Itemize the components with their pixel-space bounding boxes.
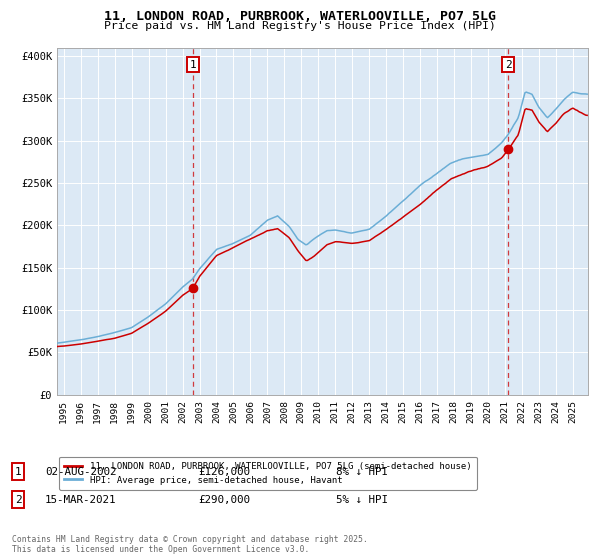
Text: £126,000: £126,000 bbox=[198, 466, 250, 477]
Text: 02-AUG-2002: 02-AUG-2002 bbox=[45, 466, 116, 477]
Text: 1: 1 bbox=[190, 59, 196, 69]
Text: 15-MAR-2021: 15-MAR-2021 bbox=[45, 494, 116, 505]
Text: 11, LONDON ROAD, PURBROOK, WATERLOOVILLE, PO7 5LG: 11, LONDON ROAD, PURBROOK, WATERLOOVILLE… bbox=[104, 10, 496, 23]
Text: 2: 2 bbox=[505, 59, 512, 69]
Text: £290,000: £290,000 bbox=[198, 494, 250, 505]
Text: 2: 2 bbox=[14, 494, 22, 505]
Text: 1: 1 bbox=[14, 466, 22, 477]
Legend: 11, LONDON ROAD, PURBROOK, WATERLOOVILLE, PO7 5LG (semi-detached house), HPI: Av: 11, LONDON ROAD, PURBROOK, WATERLOOVILLE… bbox=[59, 456, 476, 490]
Text: Price paid vs. HM Land Registry's House Price Index (HPI): Price paid vs. HM Land Registry's House … bbox=[104, 21, 496, 31]
Text: 8% ↓ HPI: 8% ↓ HPI bbox=[336, 466, 388, 477]
Text: Contains HM Land Registry data © Crown copyright and database right 2025.
This d: Contains HM Land Registry data © Crown c… bbox=[12, 535, 368, 554]
Text: 5% ↓ HPI: 5% ↓ HPI bbox=[336, 494, 388, 505]
